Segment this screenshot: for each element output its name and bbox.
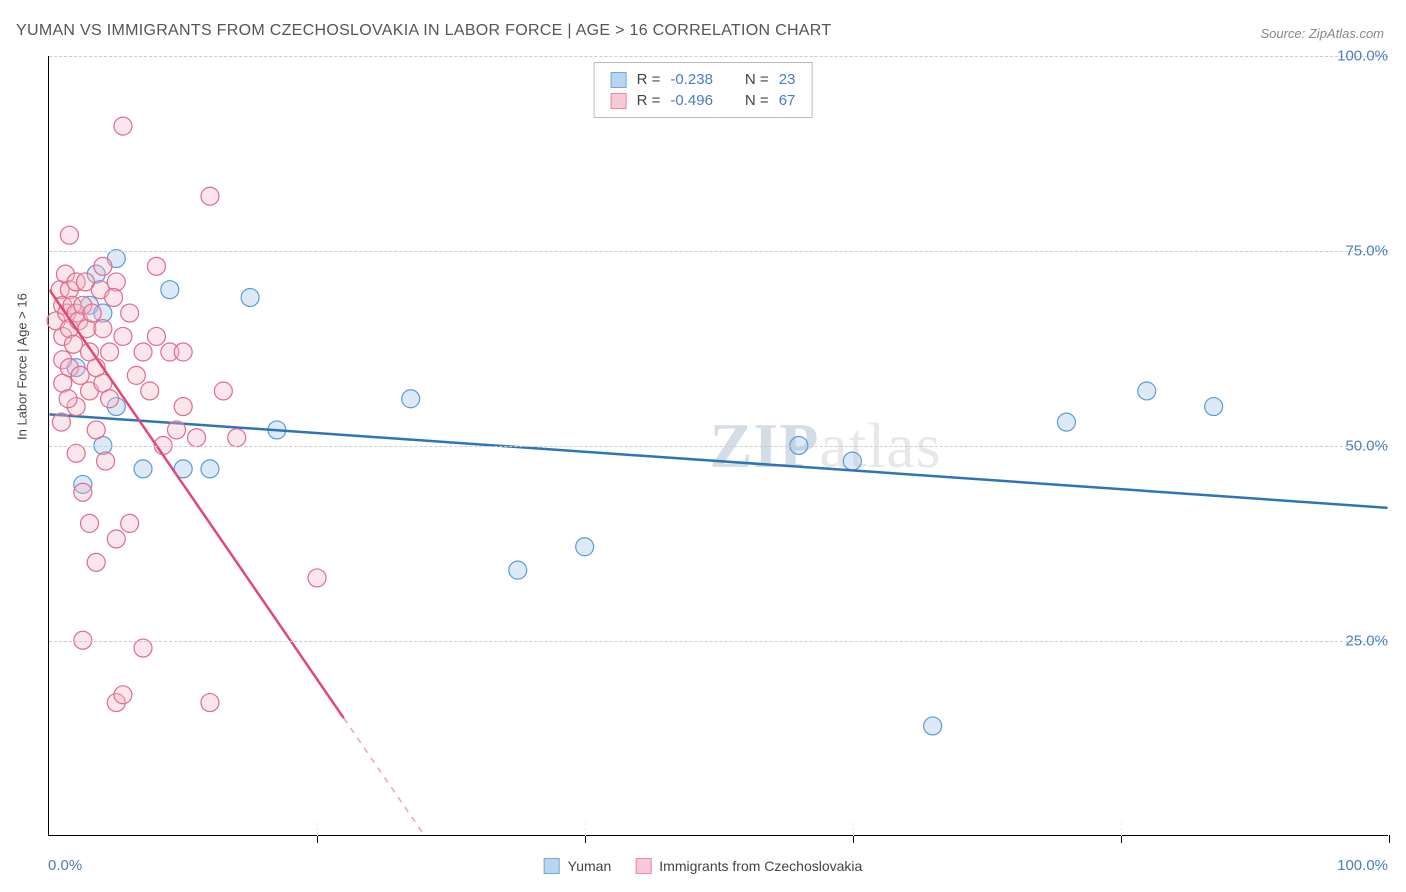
legend-swatch bbox=[635, 858, 651, 874]
data-point bbox=[201, 187, 219, 205]
chart-container: YUMAN VS IMMIGRANTS FROM CZECHOSLOVAKIA … bbox=[0, 0, 1406, 892]
x-tick bbox=[317, 835, 318, 843]
data-point bbox=[201, 694, 219, 712]
data-point bbox=[87, 553, 105, 571]
trend-line-dashed bbox=[344, 718, 1388, 892]
gridline-h bbox=[49, 56, 1388, 57]
y-tick-label: 50.0% bbox=[1345, 438, 1388, 455]
data-point bbox=[114, 117, 132, 135]
legend-swatch bbox=[544, 858, 560, 874]
x-tick bbox=[1121, 835, 1122, 843]
chart-title: YUMAN VS IMMIGRANTS FROM CZECHOSLOVAKIA … bbox=[16, 22, 831, 40]
gridline-v bbox=[853, 822, 854, 836]
data-point bbox=[114, 686, 132, 704]
data-point bbox=[83, 304, 101, 322]
legend-item: Yuman bbox=[544, 858, 612, 874]
data-point bbox=[924, 717, 942, 735]
x-tick bbox=[1389, 835, 1390, 843]
stats-row: R = -0.496 N = 67 bbox=[611, 90, 796, 111]
data-point bbox=[52, 413, 70, 431]
stat-n-label: N = bbox=[745, 71, 769, 88]
data-point bbox=[71, 366, 89, 384]
data-point bbox=[168, 421, 186, 439]
data-point bbox=[308, 569, 326, 587]
data-point bbox=[64, 335, 82, 353]
legend-swatch bbox=[611, 72, 627, 88]
data-point bbox=[94, 257, 112, 275]
x-tick bbox=[585, 835, 586, 843]
gridline-h bbox=[49, 251, 1388, 252]
data-point bbox=[121, 514, 139, 532]
stats-row: R = -0.238 N = 23 bbox=[611, 69, 796, 90]
data-point bbox=[228, 429, 246, 447]
data-point bbox=[94, 320, 112, 338]
data-point bbox=[141, 382, 159, 400]
x-tick-max: 100.0% bbox=[1337, 857, 1388, 874]
source-attribution: Source: ZipAtlas.com bbox=[1260, 26, 1384, 41]
data-point bbox=[576, 538, 594, 556]
y-tick-label: 75.0% bbox=[1345, 243, 1388, 260]
trend-line bbox=[49, 290, 343, 718]
data-point bbox=[134, 343, 152, 361]
data-point bbox=[97, 452, 115, 470]
data-point bbox=[101, 343, 119, 361]
stats-legend: R = -0.238 N = 23 R = -0.496 N = 67 bbox=[594, 62, 813, 118]
data-point bbox=[77, 273, 95, 291]
stat-n-label: N = bbox=[745, 92, 769, 109]
data-point bbox=[87, 421, 105, 439]
data-point bbox=[81, 514, 99, 532]
x-tick bbox=[853, 835, 854, 843]
gridline-v bbox=[1121, 822, 1122, 836]
data-point bbox=[101, 390, 119, 408]
data-point bbox=[74, 483, 92, 501]
data-point bbox=[107, 273, 125, 291]
data-point bbox=[147, 257, 165, 275]
stat-r-label: R = bbox=[637, 71, 661, 88]
data-point bbox=[134, 460, 152, 478]
trend-line bbox=[49, 414, 1387, 507]
data-point bbox=[214, 382, 232, 400]
gridline-h bbox=[49, 641, 1388, 642]
data-point bbox=[1205, 398, 1223, 416]
stat-r-value: -0.238 bbox=[670, 71, 713, 88]
data-point bbox=[60, 226, 78, 244]
data-point bbox=[509, 561, 527, 579]
y-tick-label: 25.0% bbox=[1345, 633, 1388, 650]
data-point bbox=[127, 366, 145, 384]
data-point bbox=[174, 398, 192, 416]
stat-n-value: 23 bbox=[779, 71, 796, 88]
data-point bbox=[107, 530, 125, 548]
legend-label: Yuman bbox=[568, 858, 612, 874]
data-point bbox=[121, 304, 139, 322]
data-point bbox=[1138, 382, 1156, 400]
data-point bbox=[174, 343, 192, 361]
data-point bbox=[402, 390, 420, 408]
y-tick-label: 100.0% bbox=[1337, 48, 1388, 65]
data-point bbox=[161, 281, 179, 299]
data-point bbox=[59, 390, 77, 408]
gridline-v bbox=[585, 822, 586, 836]
stat-r-value: -0.496 bbox=[670, 92, 713, 109]
data-point bbox=[147, 327, 165, 345]
x-tick-min: 0.0% bbox=[48, 857, 82, 874]
stat-r-label: R = bbox=[637, 92, 661, 109]
stat-n-value: 67 bbox=[779, 92, 796, 109]
gridline-h bbox=[49, 446, 1388, 447]
data-point bbox=[114, 327, 132, 345]
legend-label: Immigrants from Czechoslovakia bbox=[659, 858, 862, 874]
y-axis-label: In Labor Force | Age > 16 bbox=[15, 293, 30, 440]
data-point bbox=[105, 289, 123, 307]
legend-swatch bbox=[611, 93, 627, 109]
data-point bbox=[1057, 413, 1075, 431]
data-point bbox=[201, 460, 219, 478]
gridline-v bbox=[317, 822, 318, 836]
plot-area: ZIPatlas bbox=[48, 56, 1388, 836]
data-point bbox=[188, 429, 206, 447]
legend-item: Immigrants from Czechoslovakia bbox=[635, 858, 862, 874]
data-point bbox=[843, 452, 861, 470]
data-point bbox=[241, 289, 259, 307]
bottom-legend: Yuman Immigrants from Czechoslovakia bbox=[544, 858, 863, 874]
